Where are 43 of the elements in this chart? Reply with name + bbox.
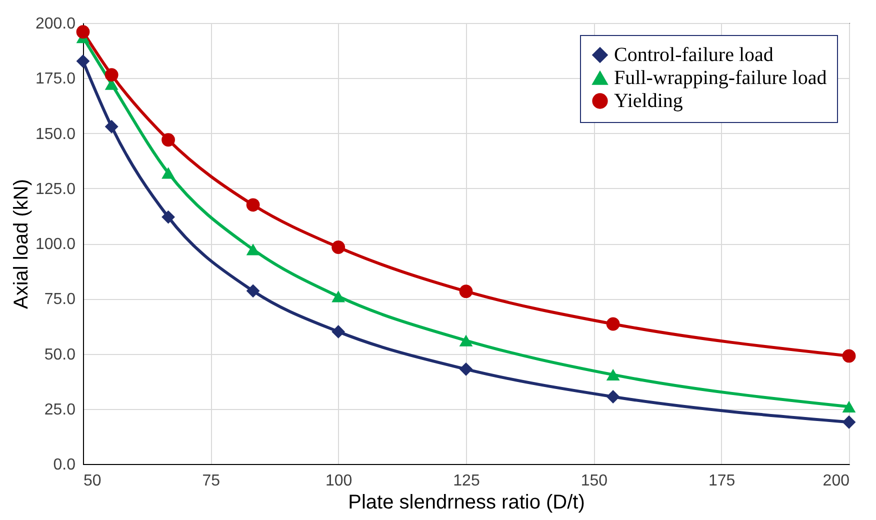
legend-label: Yielding [614,90,683,112]
x-tick-label: 125 [453,472,480,490]
x-tick-label: 100 [325,472,352,490]
point [842,349,856,363]
point [246,284,260,298]
point [332,240,346,254]
point [104,68,118,82]
point [246,244,260,256]
point [162,133,175,147]
point [842,400,856,412]
point [104,120,118,134]
point [162,210,175,224]
x-tick-label: 50 [84,472,102,490]
point [459,334,473,346]
y-tick-label: 50.0 [44,346,76,364]
point [76,54,90,68]
y-tick-label: 0.0 [53,456,76,474]
point [246,198,260,212]
x-axis-title: Plate slendrness ratio (D/t) [348,492,585,514]
legend-label: Control-failure load [614,44,774,66]
y-tick-label: 100.0 [35,236,76,253]
point [606,390,620,404]
y-tick-label: 25.0 [44,401,76,418]
point [842,415,856,429]
x-tick-label: 75 [202,472,220,490]
y-tick-label: 75.0 [44,291,76,308]
y-tick-label: 150.0 [35,126,76,143]
x-tick-label: 150 [580,472,608,490]
point [606,317,620,331]
y-tick-label: 200.0 [35,16,76,32]
x-tick-label: 175 [708,472,736,490]
point [162,167,175,179]
y-axis-title: Axial load (kN) [10,178,32,310]
legend-label: Full-wrapping-failure load [614,67,827,89]
point [459,362,473,376]
x-tick-label: 200 [822,472,850,490]
point [76,25,90,39]
point [459,284,473,298]
y-tick-label: 125.0 [35,180,76,198]
point [606,368,620,381]
y-tick-label: 175.0 [35,70,76,88]
point [332,324,346,338]
point [332,290,346,302]
